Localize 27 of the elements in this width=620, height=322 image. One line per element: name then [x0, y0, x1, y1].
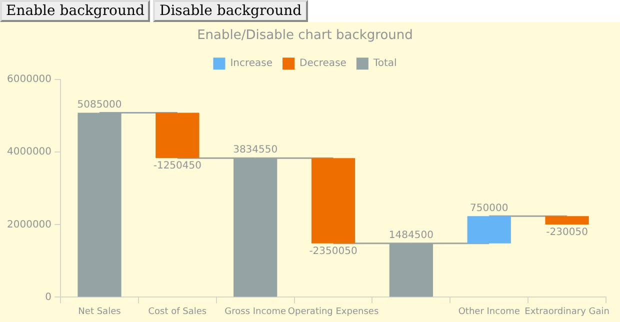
legend-label: Total: [372, 58, 397, 70]
chart-title: Enable/Disable chart background: [197, 28, 413, 44]
x-tick-label: Operating Expenses: [288, 306, 379, 317]
y-tick-label: 6000000: [6, 74, 52, 86]
x-tick-label: Other Income: [458, 306, 520, 317]
y-tick-label: 0: [45, 292, 52, 303]
data-label: 5085000: [77, 99, 122, 110]
y-tick-label: 2000000: [6, 219, 52, 230]
legend-label: Increase: [230, 58, 273, 70]
legend-label: Decrease: [300, 58, 346, 70]
data-label: -2350050: [309, 246, 358, 257]
bar: [156, 112, 200, 158]
bar: [467, 216, 511, 244]
bar: [545, 216, 589, 225]
x-tick-label: Cost of Sales: [148, 306, 207, 317]
x-tick-label: Gross Income: [224, 306, 286, 317]
disable-background-button: Disable background: [153, 0, 308, 22]
data-label: 1484500: [388, 230, 434, 241]
bar: [311, 158, 356, 244]
y-tick-label: 4000000: [6, 146, 52, 158]
data-label: -230050: [546, 227, 588, 238]
data-label: 750000: [470, 202, 508, 214]
x-tick-label: Net Sales: [78, 306, 122, 317]
data-label: -1250450: [153, 160, 202, 172]
x-tick-label: Extraordinary Gain: [524, 306, 610, 317]
data-label: 3834550: [233, 144, 278, 156]
enable-background-button: Enable background: [0, 0, 150, 22]
